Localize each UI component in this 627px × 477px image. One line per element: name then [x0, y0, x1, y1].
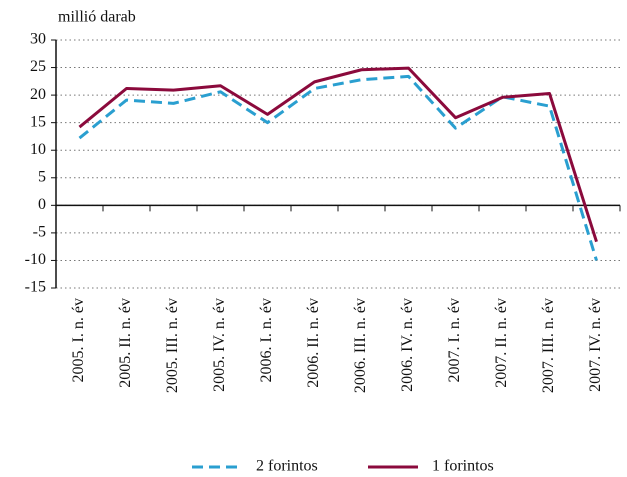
- series-line: [78, 74, 598, 261]
- y-tick-label: 25: [30, 58, 46, 75]
- y-tick-label: 5: [38, 168, 46, 185]
- y-tick-label: -5: [33, 224, 46, 241]
- x-tick-label: 2005. IV. n. év: [211, 298, 228, 392]
- x-tick-label: 2006. III. n. év: [352, 298, 369, 393]
- y-tick-label: -10: [25, 251, 46, 268]
- x-tick-label: 2007. IV. n. év: [587, 298, 604, 392]
- legend-label: 1 forintos: [432, 458, 494, 475]
- y-tick-label: 30: [30, 31, 46, 48]
- y-tick-label: 0: [38, 196, 46, 213]
- x-tick-label: 2005. II. n. év: [117, 298, 134, 388]
- x-tick-label: 2007. III. n. év: [540, 298, 557, 393]
- y-tick-label: -15: [25, 279, 46, 296]
- y-axis-label: millió darab: [58, 9, 136, 26]
- x-tick-label: 2007. I. n. év: [446, 298, 463, 382]
- x-tick-label: 2006. I. n. év: [258, 298, 275, 382]
- x-tick-label: 2006. IV. n. év: [399, 298, 416, 392]
- legend-label: 2 forintos: [256, 458, 318, 475]
- y-tick-label: 20: [30, 86, 46, 103]
- x-tick-label: 2006. II. n. év: [305, 298, 322, 388]
- x-tick-label: 2005. I. n. év: [70, 298, 87, 382]
- x-tick-label: 2005. III. n. év: [164, 298, 181, 393]
- y-tick-label: 10: [30, 141, 46, 158]
- series-line: [78, 66, 598, 243]
- y-tick-label: 15: [30, 113, 46, 130]
- x-tick-label: 2007. II. n. év: [493, 298, 510, 388]
